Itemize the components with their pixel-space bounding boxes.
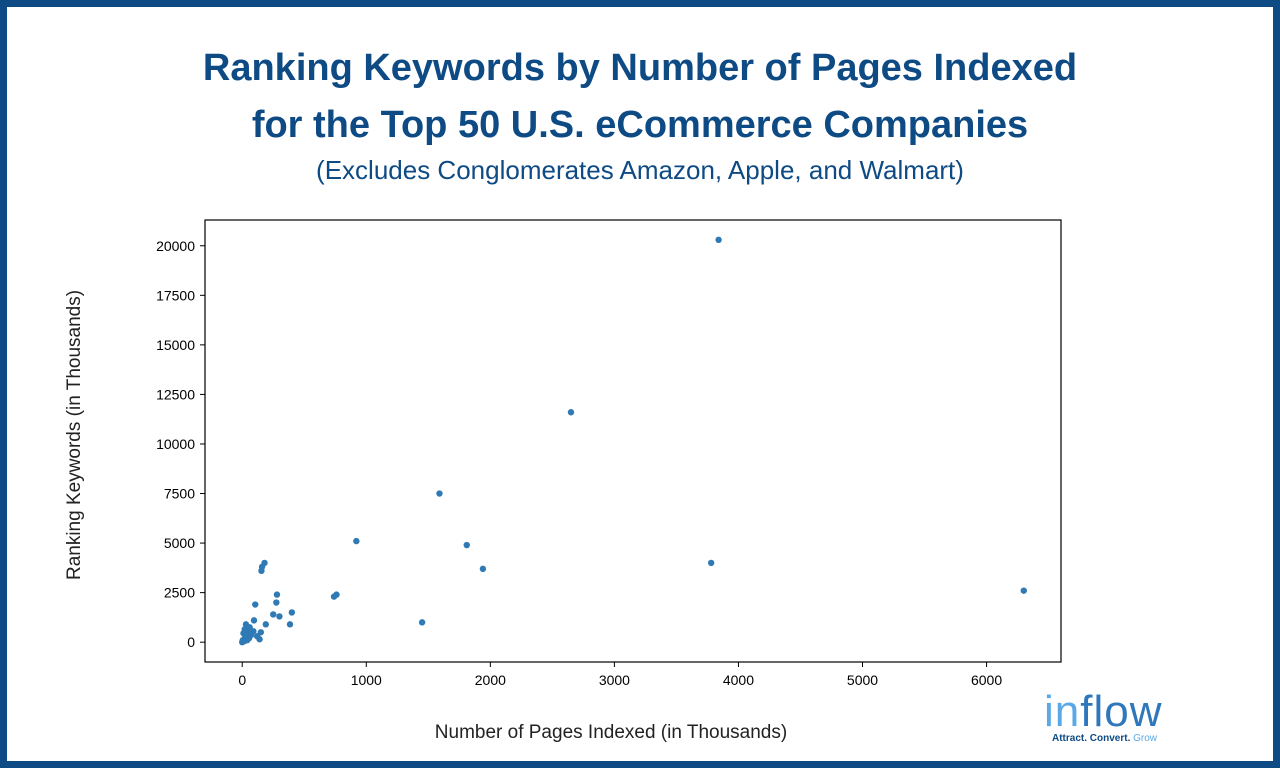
chart-subtitle: (Excludes Conglomerates Amazon, Apple, a…: [316, 155, 964, 185]
data-point: [567, 409, 575, 416]
logo-tagline: Attract. Convert. Grow: [1052, 733, 1157, 744]
y-tick-label: 10000: [156, 436, 195, 452]
x-axis-label: Number of Pages Indexed (in Thousands): [435, 722, 787, 743]
data-point: [479, 565, 487, 573]
y-tick-label: 20000: [156, 238, 195, 254]
data-point: [239, 638, 246, 646]
x-axis: 0 1000 2000 3000 4000 5000 6000: [238, 662, 1002, 688]
data-point: [262, 621, 269, 628]
data-point: [273, 599, 280, 606]
inflow-logo: inflow Attract. Convert. Grow: [1038, 688, 1188, 748]
x-tick-label: 1000: [351, 672, 382, 688]
x-tick-label: 0: [238, 672, 246, 688]
data-points: [239, 236, 1027, 646]
data-point: [250, 617, 258, 624]
logo-word-in: in: [1044, 687, 1081, 736]
y-tick-label: 7500: [164, 486, 195, 502]
data-point: [252, 601, 259, 608]
data-point: [273, 591, 281, 598]
data-point: [1020, 587, 1027, 594]
x-tick-label: 4000: [723, 672, 754, 688]
data-point: [276, 613, 283, 620]
y-tick-label: 15000: [156, 337, 195, 353]
chart-title-line-2: for the Top 50 U.S. eCommerce Companies: [251, 104, 1029, 146]
data-point: [715, 236, 722, 244]
data-point: [418, 619, 426, 626]
plot-area: [204, 219, 1062, 663]
data-point: [256, 636, 263, 643]
y-tick-label: 12500: [156, 386, 195, 402]
x-tick-label: 3000: [599, 672, 630, 688]
data-point: [463, 541, 470, 549]
data-point: [270, 611, 277, 618]
y-tick-label: 17500: [156, 287, 195, 303]
logo-tagline-main: Attract. Convert.: [1052, 733, 1131, 744]
data-point: [330, 593, 338, 600]
y-tick-label: 5000: [164, 535, 195, 551]
data-point: [436, 490, 443, 497]
data-point: [288, 609, 296, 616]
chart-title-line-1: Ranking Keywords by Number of Pages Inde…: [202, 47, 1078, 89]
x-tick-label: 6000: [971, 672, 1002, 688]
y-tick-label: 2500: [164, 585, 195, 601]
y-axis: 0 2500 5000 7500 10000 12500 15000 17500 20000: [156, 238, 205, 650]
data-point: [258, 567, 265, 575]
logo-wordmark: inflow: [1044, 688, 1163, 736]
data-point: [707, 559, 715, 567]
logo-word-flow: flow: [1080, 687, 1163, 736]
x-tick-label: 5000: [847, 672, 878, 688]
y-tick-label: 0: [187, 634, 195, 650]
logo-tagline-grow: Grow: [1133, 733, 1158, 744]
data-point: [286, 621, 294, 628]
data-point: [353, 537, 360, 545]
y-axis-label: Ranking Keywords (in Thousands): [64, 290, 85, 580]
x-tick-label: 2000: [475, 672, 506, 688]
